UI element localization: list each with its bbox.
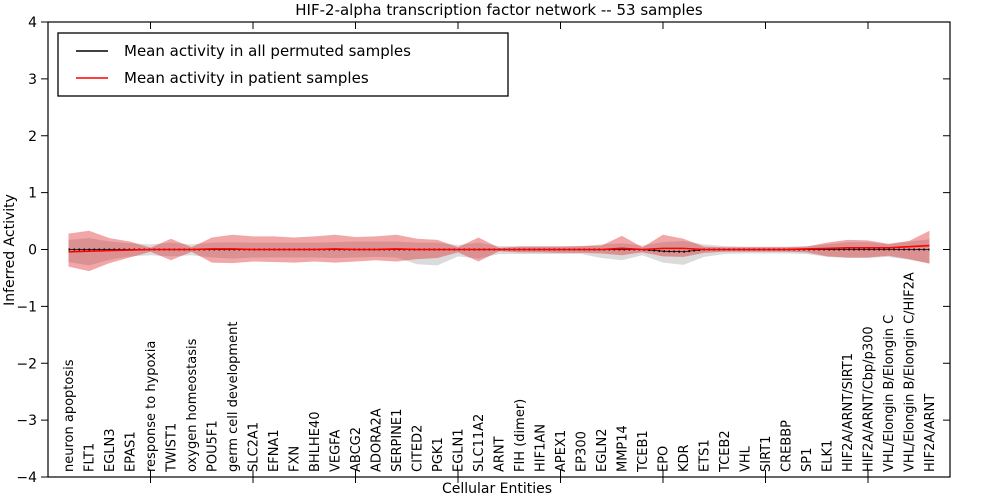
x-tick-label: FIH (dimer)	[513, 399, 528, 472]
x-tick-label: BHLHE40	[308, 412, 323, 472]
x-tick-label: ARNT	[493, 436, 508, 472]
x-tick-label: FLT1	[83, 443, 98, 472]
std-band	[68, 230, 930, 272]
x-tick-label: SLC2A1	[247, 422, 262, 472]
x-tick-label: ELK1	[821, 440, 836, 472]
x-tick-label: germ cell development	[226, 322, 241, 472]
std-band	[68, 238, 930, 266]
y-tick-label: 4	[28, 15, 37, 31]
legend: Mean activity in all permuted samples Me…	[57, 32, 509, 97]
y-tick-label: 0	[28, 243, 37, 259]
y-tick-label: −1	[16, 299, 37, 315]
x-tick-label: CITED2	[411, 425, 426, 472]
x-tick-label: KDR	[677, 444, 692, 472]
x-tick-label: EP300	[575, 431, 590, 472]
axes: −4 −3 −2 −1 0 1 2 3 4 neuron apoptosis FLT1 EGLN3 EP…	[16, 15, 951, 486]
x-tick-label: HIF1AN	[534, 424, 549, 472]
legend-box	[57, 32, 509, 97]
x-tick-label: EGLN3	[103, 428, 118, 472]
legend-label-permuted-samples: Mean activity in all permuted samples	[124, 42, 411, 60]
x-tick-label: POU5F1	[206, 420, 221, 472]
x-tick-label: EGLN1	[452, 428, 467, 472]
x-tick-label: oxygen homeostasis	[185, 338, 200, 472]
x-tick-label: SP1	[800, 448, 815, 472]
x-tick-label: ABCG2	[349, 427, 364, 472]
x-tick-label: ETS1	[698, 439, 713, 472]
x-tick-label: TWIST1	[165, 423, 180, 473]
chart-title: HIF-2-alpha transcription factor network…	[295, 1, 703, 19]
x-tick-label: VHL/Elongin B/Elongin C/HIF2A	[903, 272, 918, 472]
x-tick-label: APEX1	[554, 430, 569, 472]
y-tick-label: −4	[16, 470, 37, 486]
x-tick-label: VHL	[739, 445, 754, 472]
y-tick-label: −2	[16, 356, 37, 372]
x-tick-label: TCEB2	[718, 430, 733, 473]
x-tick-label: EPAS1	[124, 431, 139, 472]
x-tick-label: VHL/Elongin B/Elongin C	[882, 315, 897, 472]
x-tick-label: EFNA1	[267, 429, 282, 472]
x-tick-label: HIF2A/ARNT/SIRT1	[841, 353, 856, 472]
x-tick-label: ADORA2A	[370, 408, 385, 472]
y-tick-label: 1	[28, 186, 37, 202]
legend-label-patient-samples: Mean activity in patient samples	[124, 69, 369, 87]
x-tick-label: SERPINE1	[390, 409, 405, 472]
x-axis-label: Cellular Entities	[442, 481, 552, 497]
x-tick-label: EPO	[657, 446, 672, 472]
y-tick-label: 3	[28, 72, 37, 88]
x-tick-label: SIRT1	[759, 436, 774, 472]
x-tick-label: HIF2A/ARNT	[923, 394, 938, 472]
x-tick-label: CREBBP	[780, 420, 795, 472]
y-axis-label: Inferred Activity	[2, 194, 18, 306]
x-tick-label: SLC11A2	[472, 414, 487, 472]
x-tick-label: HIF2A/ARNT/Cbp/p300	[862, 326, 877, 472]
x-tick-label: response to hypoxia	[144, 341, 159, 472]
mean-lines	[68, 244, 930, 253]
std-bands	[68, 230, 930, 272]
mean-line	[68, 244, 930, 253]
x-tick-label: EGLN2	[595, 428, 610, 472]
x-tick-label: neuron apoptosis	[62, 359, 77, 472]
y-tick-label: 2	[28, 129, 37, 145]
x-tick-label: VEGFA	[329, 430, 344, 472]
x-tick-label: TCEB1	[636, 430, 651, 473]
x-tick-label: PGK1	[431, 437, 446, 472]
y-tick-label: −3	[16, 413, 37, 429]
x-tick-label: MMP14	[616, 425, 631, 472]
x-tick-label: FXN	[288, 446, 303, 472]
